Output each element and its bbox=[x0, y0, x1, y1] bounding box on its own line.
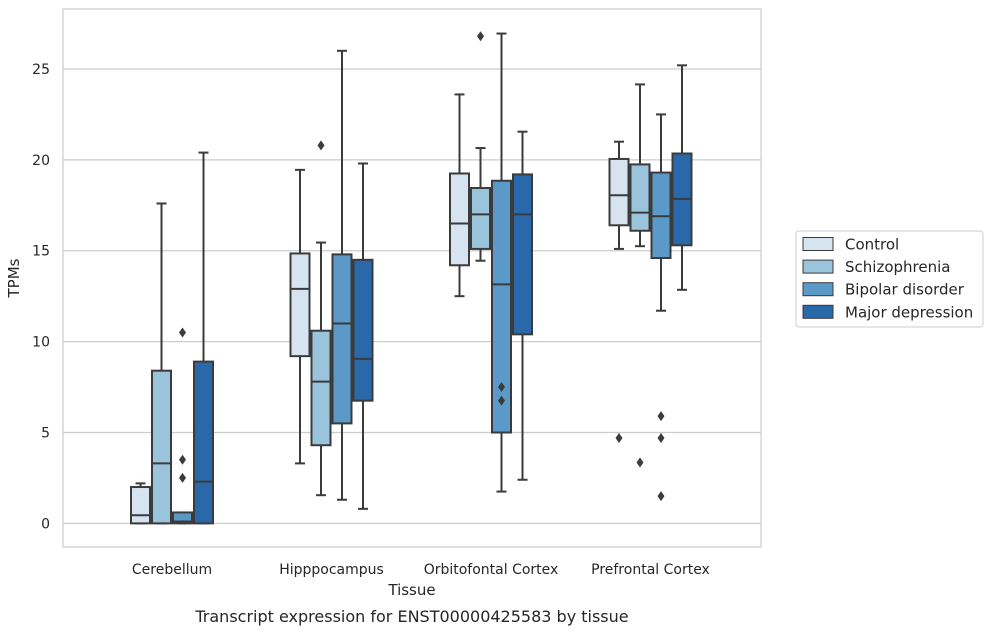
outlier-point bbox=[657, 411, 665, 422]
y-tick-label-25: 25 bbox=[32, 62, 50, 78]
outlier-point bbox=[498, 382, 505, 393]
box-body bbox=[491, 179, 512, 434]
x-ticks: Cerebellum Hipppocampus Orbitofontal Corte… bbox=[132, 562, 710, 578]
y-tick-label-15: 15 bbox=[32, 244, 50, 260]
legend-label-3: Major depression bbox=[845, 303, 973, 321]
box-body bbox=[151, 369, 172, 525]
y-ticks: 0 5 10 15 20 25 bbox=[32, 62, 50, 532]
legend-label-1: Schizophrenia bbox=[845, 258, 950, 276]
outlier-point bbox=[657, 491, 665, 502]
legend-label-2: Bipolar disorder bbox=[845, 281, 965, 299]
box-body bbox=[172, 511, 193, 525]
plot-frame bbox=[62, 8, 762, 548]
outlier-point bbox=[179, 472, 186, 483]
outlier-point bbox=[179, 454, 186, 465]
box-1-1 bbox=[310, 140, 332, 497]
box-body bbox=[470, 187, 491, 250]
chart-caption: Transcript expression for ENST0000042558… bbox=[194, 607, 628, 626]
box-3-2 bbox=[650, 113, 672, 502]
y-tick-label-5: 5 bbox=[41, 425, 50, 441]
x-tick-label-1: Hipppocampus bbox=[279, 562, 384, 578]
y-tick-label-0: 0 bbox=[41, 516, 50, 532]
y-axis-title: TPMs bbox=[5, 258, 23, 298]
box-1-3 bbox=[352, 162, 374, 510]
boxes bbox=[130, 31, 693, 525]
y-tick-label-10: 10 bbox=[32, 335, 50, 351]
box-body bbox=[449, 172, 470, 267]
outlier-point bbox=[657, 432, 665, 443]
box-body bbox=[193, 360, 214, 525]
box-body bbox=[130, 486, 151, 525]
box-1-0 bbox=[289, 168, 311, 465]
outlier-point bbox=[477, 31, 484, 42]
legend-label-0: Control bbox=[845, 236, 899, 254]
box-0-1 bbox=[151, 202, 172, 525]
box-2-1 bbox=[470, 31, 491, 262]
x-tick-label-2: Orbitofontal Cortex bbox=[424, 562, 559, 578]
box-2-0 bbox=[449, 93, 470, 298]
box-body bbox=[331, 253, 353, 425]
outlier-point bbox=[179, 327, 186, 338]
box-3-1 bbox=[629, 83, 651, 468]
box-0-2 bbox=[172, 327, 193, 525]
grid bbox=[63, 68, 761, 524]
y-tick-label-20: 20 bbox=[32, 153, 50, 169]
box-3-0 bbox=[608, 140, 630, 443]
outlier-point bbox=[498, 395, 505, 406]
box-0-0 bbox=[130, 482, 151, 525]
outlier-point bbox=[636, 457, 644, 468]
box-body bbox=[512, 173, 533, 336]
legend-frame bbox=[795, 230, 984, 328]
box-3-3 bbox=[671, 64, 693, 291]
outlier-point bbox=[615, 432, 623, 443]
box-1-2 bbox=[331, 49, 353, 501]
legend: Control Schizophrenia Bipolar disorder Majo… bbox=[795, 230, 984, 328]
x-tick-label-3: Prefrontal Cortex bbox=[591, 562, 710, 578]
box-body bbox=[310, 329, 332, 447]
box-2-3 bbox=[512, 130, 533, 481]
legend-swatch-2 bbox=[802, 282, 834, 297]
x-axis-title: Tissue bbox=[387, 581, 435, 599]
x-tick-label-0: Cerebellum bbox=[132, 562, 212, 578]
box-2-2 bbox=[491, 32, 512, 493]
box-0-3 bbox=[193, 151, 214, 525]
legend-swatch-0 bbox=[802, 237, 834, 251]
box-body bbox=[629, 163, 651, 232]
box-body bbox=[608, 157, 630, 227]
box-body bbox=[289, 252, 311, 358]
legend-swatch-1 bbox=[802, 259, 834, 274]
outlier-point bbox=[317, 140, 325, 151]
legend-swatch-3 bbox=[802, 304, 834, 319]
box-body bbox=[352, 258, 374, 402]
